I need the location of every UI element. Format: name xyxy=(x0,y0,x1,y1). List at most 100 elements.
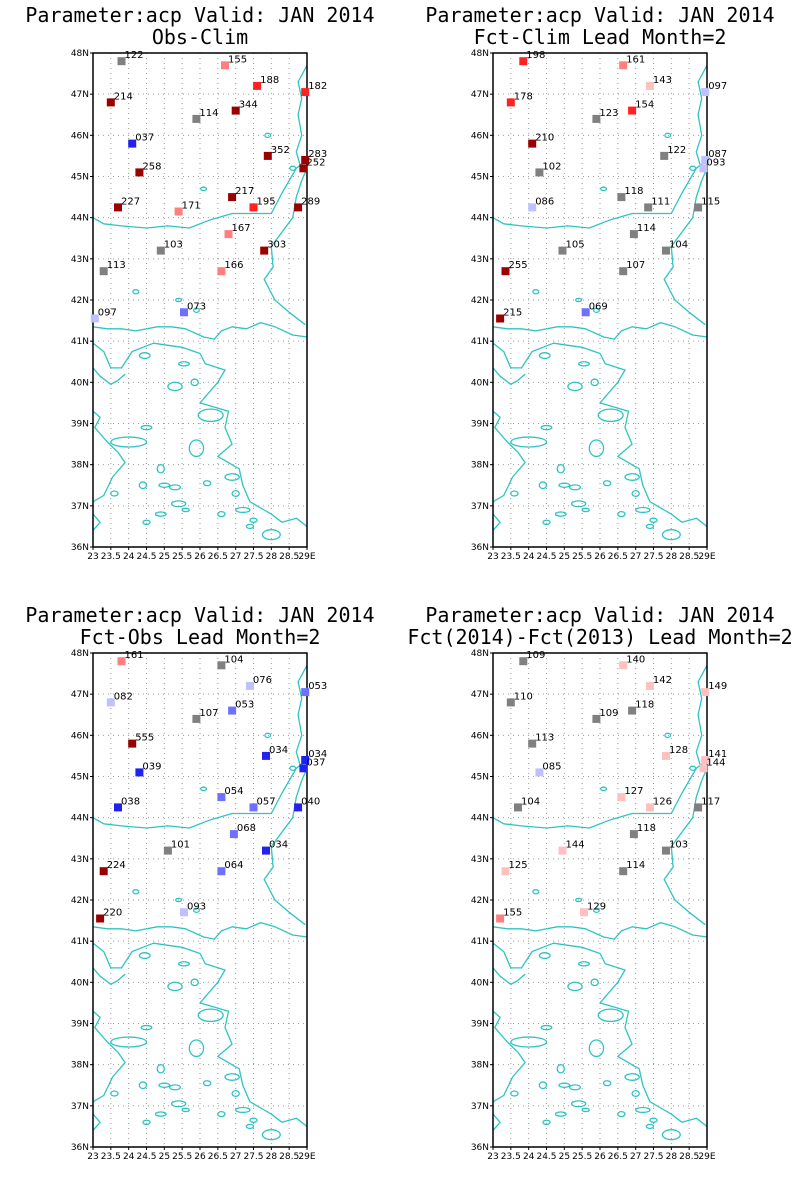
y-tick-label: 44N xyxy=(71,814,89,824)
island-outline xyxy=(289,765,297,771)
island-outline xyxy=(556,464,565,474)
station-value-label: 215 xyxy=(503,308,522,319)
island-outline xyxy=(510,1090,519,1097)
station-marker xyxy=(192,714,201,723)
y-tick-label: 48N xyxy=(71,649,89,659)
y-tick-label: 46N xyxy=(471,731,489,741)
island-outline xyxy=(177,361,190,367)
island-outline xyxy=(169,1084,182,1091)
station-value-label: 114 xyxy=(637,223,656,234)
island-outline xyxy=(170,500,187,508)
island-outline xyxy=(175,897,183,903)
station-marker xyxy=(506,698,515,707)
x-tick-label: 27.5 xyxy=(243,1152,263,1162)
y-tick-label: 43N xyxy=(471,855,489,865)
grid-lines xyxy=(93,53,307,547)
y-tick-label: 47N xyxy=(71,90,89,100)
station-marker xyxy=(519,657,528,666)
station-marker xyxy=(106,698,115,707)
station-value-label: 118 xyxy=(624,186,643,197)
island-outline xyxy=(569,1084,582,1091)
station-marker xyxy=(699,764,708,773)
station-value-label: 210 xyxy=(535,133,554,144)
station-marker xyxy=(96,914,105,923)
y-tick-label: 42N xyxy=(71,896,89,906)
station-marker xyxy=(629,230,638,239)
coastline-segment xyxy=(492,967,526,986)
x-tick-label: 23.5 xyxy=(101,552,121,562)
station-map: 36N 37N 38N 39N 40N 41N 42N 43N 44N 45N 46N 47N 48N 2… xyxy=(71,49,327,562)
station-marker xyxy=(245,681,254,690)
x-tick-label: 25.5 xyxy=(172,1152,192,1162)
station-marker xyxy=(114,803,122,812)
station-value-label: 144 xyxy=(566,840,585,851)
panel-subtitle: Fct-Obs Lead Month=2 xyxy=(79,625,321,649)
y-tick-label: 40N xyxy=(471,378,489,388)
station-value-label: 140 xyxy=(626,654,645,665)
station-marker xyxy=(645,803,654,812)
y-tick-label: 39N xyxy=(471,420,489,430)
island-outline xyxy=(158,1082,171,1088)
y-tick-label: 44N xyxy=(471,814,489,824)
island-outline xyxy=(245,1123,255,1130)
coastline-segment xyxy=(92,321,308,340)
x-tick-label: 25 xyxy=(159,1152,170,1162)
island-outline xyxy=(542,1119,551,1126)
station-value-label: 038 xyxy=(121,796,140,807)
x-tick-label: 24.5 xyxy=(536,552,556,562)
station-marker xyxy=(501,867,510,876)
island-outline xyxy=(177,961,190,967)
island-outline xyxy=(597,1008,624,1023)
coastline-segment xyxy=(492,367,526,386)
station-value-label: 103 xyxy=(669,840,688,851)
station-value-label: 104 xyxy=(224,654,243,665)
station-value-label: 053 xyxy=(308,681,327,692)
station-map: 36N 37N 38N 39N 40N 41N 42N 43N 44N 45N 46N 47N 48N 2… xyxy=(71,649,327,1162)
station-value-label: 040 xyxy=(301,796,320,807)
island-outline xyxy=(575,297,583,303)
station-marker xyxy=(231,106,240,115)
station-marker xyxy=(506,98,515,107)
island-outline xyxy=(110,1036,148,1048)
station-value-label: 144 xyxy=(706,757,725,768)
island-outline xyxy=(510,436,548,448)
island-outline xyxy=(110,1090,119,1097)
x-tick-label: 25 xyxy=(159,552,170,562)
station-value-label: 154 xyxy=(635,100,654,111)
island-outline xyxy=(592,907,600,914)
x-tick-label: 28.5 xyxy=(279,552,299,562)
station-value-label: 227 xyxy=(121,196,140,207)
island-outline xyxy=(540,424,553,431)
island-outline xyxy=(192,907,200,914)
station-value-label: 054 xyxy=(224,786,243,797)
station-value-label: 113 xyxy=(535,733,554,744)
map-panel-fct-fct: Parameter:acp Valid: JAN 2014 Fct(2014)-… xyxy=(400,600,800,1200)
island-outline xyxy=(554,1111,567,1117)
x-tick-label: 28.5 xyxy=(279,1152,299,1162)
x-tick-label: 23 xyxy=(87,552,98,562)
station-marker xyxy=(253,81,262,90)
station-marker xyxy=(228,193,237,202)
station-marker xyxy=(528,203,537,212)
station-marker xyxy=(496,914,505,923)
island-outline xyxy=(132,289,140,295)
station-marker xyxy=(299,764,308,773)
station-marker xyxy=(180,908,188,917)
station-value-label: 214 xyxy=(114,91,133,102)
grid-lines xyxy=(493,653,707,1147)
station-marker xyxy=(301,688,310,697)
station-marker xyxy=(224,230,233,239)
y-tick-label: 36N xyxy=(471,1143,489,1153)
station-value-label: 068 xyxy=(237,823,256,834)
y-tick-label: 40N xyxy=(71,978,89,988)
station-marker xyxy=(174,207,183,216)
station-marker xyxy=(299,164,308,173)
station-value-label: 188 xyxy=(260,75,279,86)
station-marker xyxy=(558,846,567,855)
island-outline xyxy=(200,186,208,192)
station-value-label: 114 xyxy=(199,108,218,119)
station-marker xyxy=(701,688,710,697)
coastline-segment xyxy=(492,321,708,340)
y-tick-label: 44N xyxy=(471,214,489,224)
island-outline xyxy=(110,490,119,497)
